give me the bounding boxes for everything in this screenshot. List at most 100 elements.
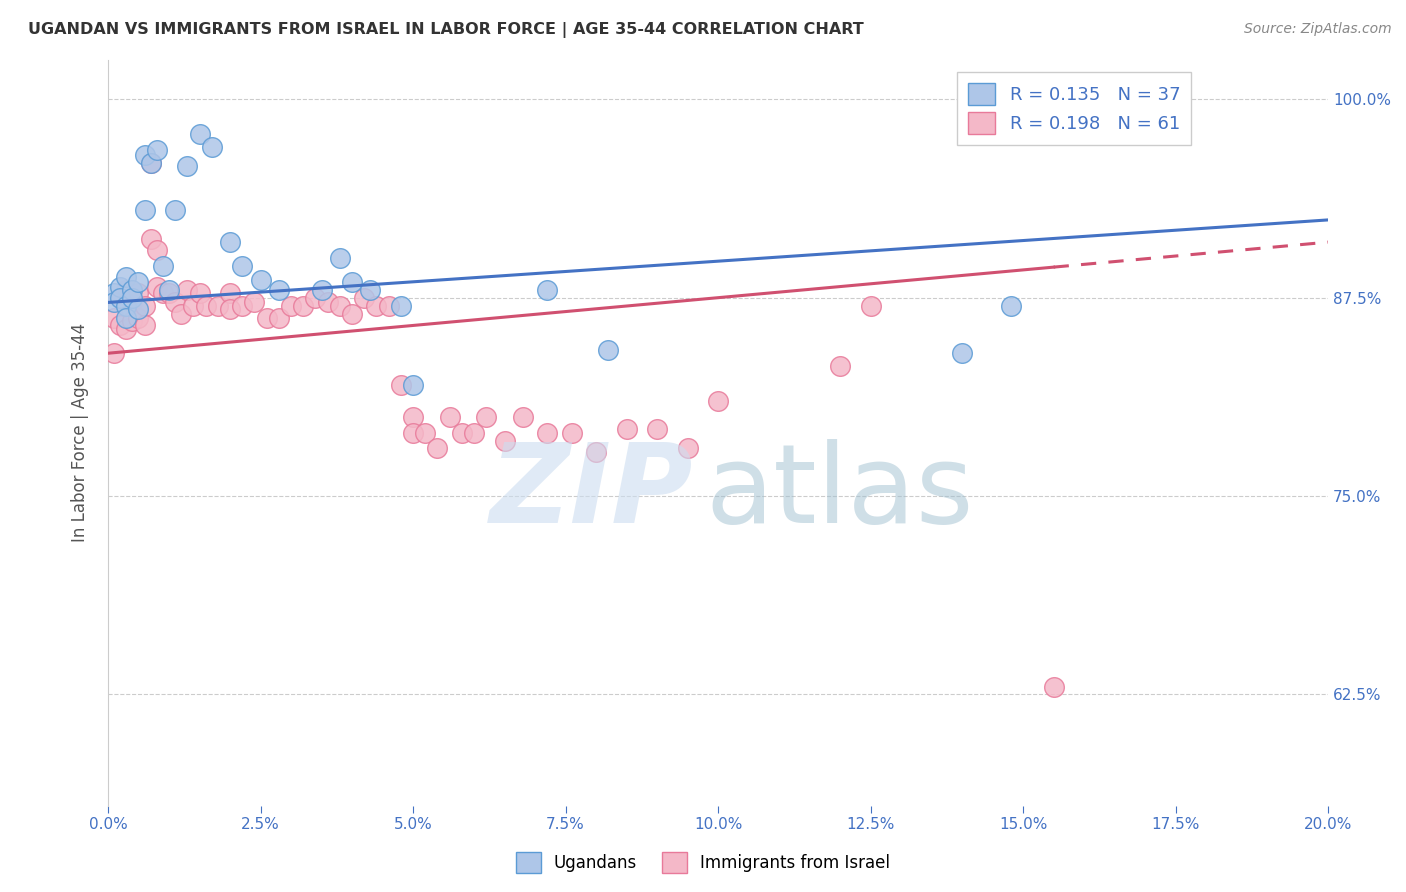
Point bbox=[475, 409, 498, 424]
Point bbox=[115, 270, 138, 285]
Point bbox=[165, 203, 187, 218]
Point bbox=[157, 285, 180, 300]
Point bbox=[1104, 95, 1126, 110]
Point bbox=[828, 359, 851, 373]
Point bbox=[121, 295, 143, 310]
Point bbox=[645, 422, 668, 436]
Point bbox=[176, 283, 198, 297]
Point bbox=[219, 301, 242, 316]
Text: ZIP: ZIP bbox=[491, 439, 693, 546]
Point bbox=[426, 442, 449, 456]
Point bbox=[377, 299, 399, 313]
Point bbox=[450, 425, 472, 440]
Point bbox=[146, 243, 169, 257]
Point bbox=[188, 285, 211, 300]
Point bbox=[152, 259, 174, 273]
Point bbox=[128, 285, 150, 300]
Point bbox=[108, 291, 131, 305]
Point bbox=[292, 299, 315, 313]
Point bbox=[353, 291, 375, 305]
Point bbox=[512, 409, 534, 424]
Point bbox=[561, 425, 583, 440]
Point bbox=[536, 425, 558, 440]
Text: atlas: atlas bbox=[706, 439, 974, 546]
Point bbox=[121, 283, 143, 297]
Point bbox=[598, 343, 620, 357]
Point bbox=[439, 409, 461, 424]
Point bbox=[329, 299, 352, 313]
Point bbox=[157, 283, 180, 297]
Point bbox=[121, 314, 143, 328]
Point bbox=[152, 285, 174, 300]
Point bbox=[128, 311, 150, 326]
Point bbox=[676, 442, 699, 456]
Point bbox=[616, 422, 638, 436]
Point bbox=[207, 299, 229, 313]
Point bbox=[108, 291, 131, 305]
Point bbox=[170, 307, 193, 321]
Point bbox=[219, 285, 242, 300]
Point bbox=[536, 283, 558, 297]
Point bbox=[585, 444, 607, 458]
Point bbox=[146, 143, 169, 157]
Point bbox=[128, 275, 150, 289]
Point bbox=[267, 283, 290, 297]
Legend: R = 0.135   N = 37, R = 0.198   N = 61: R = 0.135 N = 37, R = 0.198 N = 61 bbox=[957, 72, 1191, 145]
Point bbox=[389, 299, 412, 313]
Point bbox=[402, 425, 425, 440]
Point bbox=[194, 299, 217, 313]
Point bbox=[402, 409, 425, 424]
Point bbox=[402, 378, 425, 392]
Point bbox=[103, 346, 125, 360]
Point bbox=[188, 127, 211, 141]
Point bbox=[1133, 95, 1156, 110]
Point bbox=[115, 311, 138, 326]
Legend: Ugandans, Immigrants from Israel: Ugandans, Immigrants from Israel bbox=[509, 846, 897, 880]
Point bbox=[340, 307, 363, 321]
Point bbox=[108, 318, 131, 332]
Point bbox=[267, 311, 290, 326]
Point bbox=[329, 251, 352, 265]
Point bbox=[115, 283, 138, 297]
Point bbox=[176, 159, 198, 173]
Point bbox=[121, 291, 143, 305]
Point bbox=[359, 283, 381, 297]
Point bbox=[707, 393, 730, 408]
Point bbox=[103, 295, 125, 310]
Point bbox=[128, 301, 150, 316]
Point bbox=[463, 425, 485, 440]
Point bbox=[1000, 299, 1022, 313]
Y-axis label: In Labor Force | Age 35-44: In Labor Force | Age 35-44 bbox=[72, 323, 89, 542]
Point bbox=[103, 311, 125, 326]
Point bbox=[108, 279, 131, 293]
Point bbox=[134, 318, 156, 332]
Point bbox=[219, 235, 242, 249]
Point bbox=[139, 155, 162, 169]
Point bbox=[494, 434, 516, 448]
Point bbox=[859, 299, 882, 313]
Point bbox=[950, 346, 973, 360]
Point bbox=[165, 295, 187, 310]
Point bbox=[249, 273, 271, 287]
Point bbox=[201, 140, 224, 154]
Point bbox=[103, 285, 125, 300]
Point bbox=[243, 295, 266, 310]
Point bbox=[115, 299, 138, 313]
Point bbox=[256, 311, 278, 326]
Point bbox=[389, 378, 412, 392]
Text: UGANDAN VS IMMIGRANTS FROM ISRAEL IN LABOR FORCE | AGE 35-44 CORRELATION CHART: UGANDAN VS IMMIGRANTS FROM ISRAEL IN LAB… bbox=[28, 22, 863, 38]
Point bbox=[183, 299, 205, 313]
Point bbox=[139, 155, 162, 169]
Text: Source: ZipAtlas.com: Source: ZipAtlas.com bbox=[1244, 22, 1392, 37]
Point bbox=[134, 299, 156, 313]
Point bbox=[413, 425, 436, 440]
Point bbox=[134, 203, 156, 218]
Point bbox=[340, 275, 363, 289]
Point bbox=[1042, 680, 1064, 694]
Point bbox=[304, 291, 326, 305]
Point bbox=[146, 279, 169, 293]
Point bbox=[231, 259, 253, 273]
Point bbox=[134, 148, 156, 162]
Point bbox=[231, 299, 253, 313]
Point bbox=[139, 232, 162, 246]
